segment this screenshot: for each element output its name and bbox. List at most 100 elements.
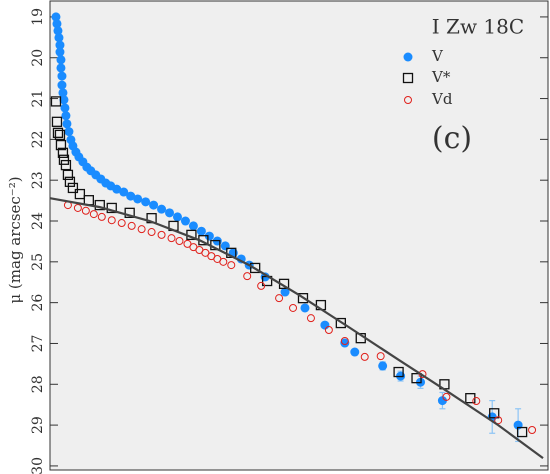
point	[89, 210, 98, 219]
chart-title: I Zw 18C	[432, 15, 524, 39]
y-tick-label: 21	[30, 90, 46, 108]
point	[53, 26, 63, 36]
point	[442, 392, 451, 401]
point	[489, 408, 500, 419]
point	[57, 147, 69, 158]
point	[157, 230, 166, 239]
point	[183, 239, 192, 248]
legend-marker	[403, 52, 413, 62]
point	[55, 47, 65, 57]
point	[57, 80, 67, 90]
point	[57, 71, 67, 81]
point	[56, 55, 66, 65]
point	[188, 221, 198, 231]
point	[516, 426, 528, 438]
point	[133, 194, 143, 204]
model-line	[49, 197, 544, 460]
point	[52, 127, 64, 138]
point	[378, 361, 388, 371]
point	[411, 373, 422, 384]
point	[61, 111, 71, 121]
point	[50, 96, 62, 107]
point	[350, 347, 360, 357]
point	[204, 231, 214, 241]
point	[59, 95, 69, 105]
point	[124, 207, 135, 218]
point	[149, 200, 159, 210]
y-axis-label: μ (mag arcsec⁻²)	[6, 176, 24, 303]
point	[172, 212, 182, 222]
y-tick-label: 20	[30, 49, 46, 67]
point	[58, 154, 70, 165]
point	[175, 237, 184, 246]
point	[64, 176, 76, 187]
point	[320, 320, 330, 330]
point	[167, 234, 176, 243]
point	[180, 216, 190, 226]
point	[52, 19, 62, 29]
point	[275, 294, 284, 303]
point	[137, 225, 146, 234]
legend-marker	[402, 72, 414, 84]
point	[494, 416, 503, 425]
point	[127, 221, 136, 230]
point	[62, 119, 72, 129]
point	[55, 40, 65, 50]
legend-marker	[404, 96, 412, 104]
plot-area	[49, 0, 549, 471]
point	[97, 212, 106, 221]
y-tick-label: 26	[30, 294, 46, 312]
point	[60, 103, 70, 113]
point	[157, 204, 167, 214]
point	[472, 397, 481, 406]
y-tick-label: 28	[30, 375, 46, 393]
point	[74, 188, 86, 200]
y-tick-label: 30	[30, 457, 46, 474]
point	[94, 199, 105, 211]
point	[324, 325, 333, 334]
point	[64, 127, 74, 137]
legend-label: V*	[431, 68, 451, 86]
point	[227, 261, 236, 270]
point	[243, 272, 252, 281]
point	[393, 366, 404, 378]
y-tick-label: 24	[30, 212, 46, 230]
point	[340, 338, 350, 348]
panel-annotation: (c)	[432, 121, 472, 156]
point	[141, 197, 151, 207]
point	[335, 317, 346, 329]
point	[119, 187, 129, 197]
point	[51, 12, 61, 22]
point	[297, 293, 309, 304]
point	[56, 63, 66, 73]
point	[73, 203, 82, 212]
legend-label: Vd	[431, 90, 453, 108]
point	[147, 228, 156, 237]
point	[58, 88, 68, 98]
point	[112, 184, 122, 194]
point	[196, 226, 206, 236]
point	[340, 337, 349, 346]
point	[54, 33, 64, 43]
point	[117, 219, 126, 228]
point	[376, 352, 385, 361]
y-tick-label: 29	[30, 416, 46, 434]
point	[60, 159, 72, 171]
y-tick-label: 25	[30, 253, 46, 271]
point	[306, 314, 315, 323]
point	[81, 206, 90, 215]
point	[201, 248, 210, 257]
point	[437, 396, 447, 406]
y-tick-label: 19	[30, 8, 46, 26]
point	[280, 287, 290, 297]
point	[257, 281, 266, 290]
point	[126, 191, 136, 201]
y-tick-label: 22	[30, 130, 46, 148]
point	[54, 129, 66, 141]
point	[528, 425, 537, 434]
point	[360, 352, 369, 361]
point	[51, 116, 63, 127]
point	[55, 139, 67, 151]
legend-label: V	[431, 47, 444, 65]
